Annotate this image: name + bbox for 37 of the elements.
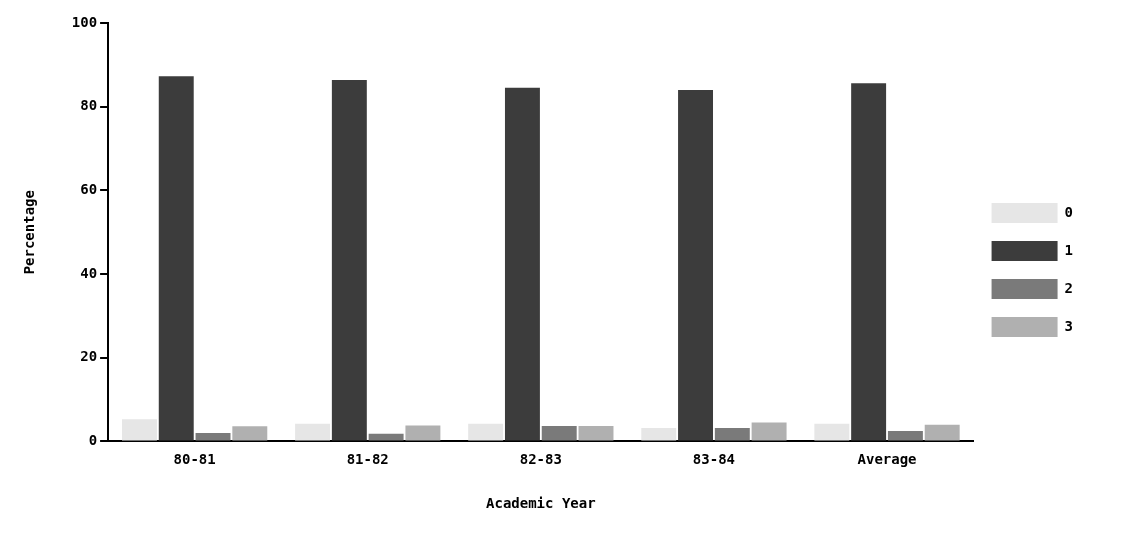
y-tick-label: 60 <box>80 181 98 197</box>
legend-label: 1 <box>1064 241 1074 258</box>
bar <box>468 423 504 441</box>
x-tick-label: 82-83 <box>519 451 562 468</box>
bar <box>195 433 231 441</box>
y-tick-label: 20 <box>80 348 98 365</box>
bar <box>405 425 441 441</box>
bar <box>578 425 614 441</box>
y-tick-label: 80 <box>80 97 98 114</box>
bar <box>887 430 923 441</box>
legend-label: 2 <box>1064 279 1074 296</box>
x-axis-title: Academic Year <box>486 495 596 512</box>
x-tick-label: 80-81 <box>173 451 216 468</box>
bar <box>232 426 268 441</box>
bar <box>814 423 850 441</box>
bar <box>368 433 404 441</box>
bar <box>504 87 540 441</box>
bar <box>121 419 157 441</box>
bar <box>641 428 677 441</box>
y-tick-label: 40 <box>80 264 98 281</box>
y-tick-label: 0 <box>88 432 98 449</box>
y-axis-title: Percentage <box>21 190 38 275</box>
bar <box>714 428 750 441</box>
bar <box>331 79 367 441</box>
bar <box>678 89 714 441</box>
bar <box>851 83 887 441</box>
bar <box>541 425 577 441</box>
bar <box>295 423 331 441</box>
x-tick-label: Average <box>857 451 917 468</box>
bar <box>924 424 960 441</box>
bar <box>158 76 194 441</box>
y-tick-label: 100 <box>71 13 98 30</box>
x-tick-label: 81-82 <box>346 451 389 468</box>
legend-label: 0 <box>1064 203 1074 220</box>
bar <box>751 422 787 441</box>
legend-label: 3 <box>1064 317 1074 334</box>
x-tick-label: 83-84 <box>692 451 735 468</box>
